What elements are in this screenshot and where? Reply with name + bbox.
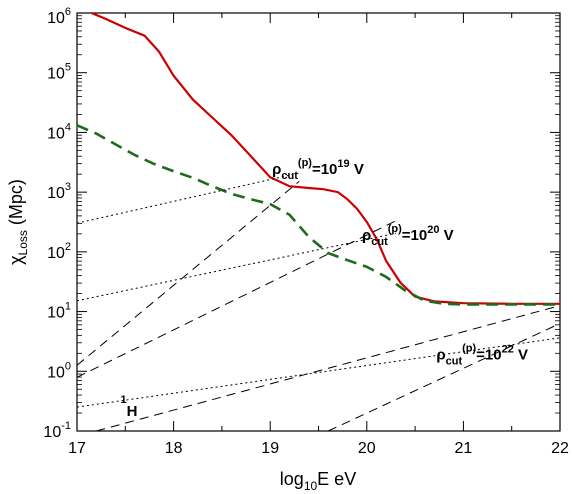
annotation-label-4: 1H: [120, 394, 137, 420]
series-long-dashed-line-4: [327, 323, 561, 432]
series-layer: [76, 11, 561, 432]
y-tick-label: 100: [47, 360, 71, 381]
y-axis-label: χLoss (Mpc): [6, 179, 30, 265]
series-solid-line-1: [91, 11, 560, 305]
series-long-dashed-line-2: [76, 220, 397, 378]
annotation-label-1: ρcut(p)=1019 V: [272, 157, 364, 182]
annotation-label-2: ρcut(p)=1020 V: [362, 223, 454, 248]
x-tick-label: 18: [165, 440, 183, 457]
x-tick-label: 19: [261, 440, 279, 457]
x-tick-label: 22: [551, 440, 569, 457]
y-tick-label: 104: [47, 121, 71, 142]
series-dotted-line-2: [76, 232, 396, 302]
y-tick-label: 103: [47, 181, 71, 202]
y-tick-label: 101: [47, 301, 71, 322]
plot-area-frame: [76, 12, 561, 432]
y-tick-label: 10-1: [43, 420, 71, 441]
series-dotted-line-3: [76, 337, 561, 408]
y-tick-label: 102: [47, 241, 71, 262]
y-tick-label: 105: [47, 62, 71, 83]
annotation-layer: ρcut(p)=1019 V ρcut(p)=1020 V ρcut(p)=1022…: [120, 157, 528, 420]
series-long-dashed-line-3: [96, 305, 561, 432]
series-long-dashed-line-1: [76, 181, 300, 366]
x-tick-label: 20: [358, 440, 376, 457]
series-dotted-line-1: [76, 172, 300, 224]
x-tick-label: 21: [455, 440, 473, 457]
y-tick-label: 106: [47, 6, 71, 27]
x-tick-label: 17: [68, 440, 86, 457]
series-dashed-line-1: [76, 124, 560, 306]
x-axis-label: log10E eV: [280, 469, 356, 493]
tick-layer: 17 18 19 20 21 22 10-1 100 101 102 103 104 105 106: [43, 6, 569, 457]
annotation-label-3: ρcut(p)=1022 V: [436, 342, 528, 367]
